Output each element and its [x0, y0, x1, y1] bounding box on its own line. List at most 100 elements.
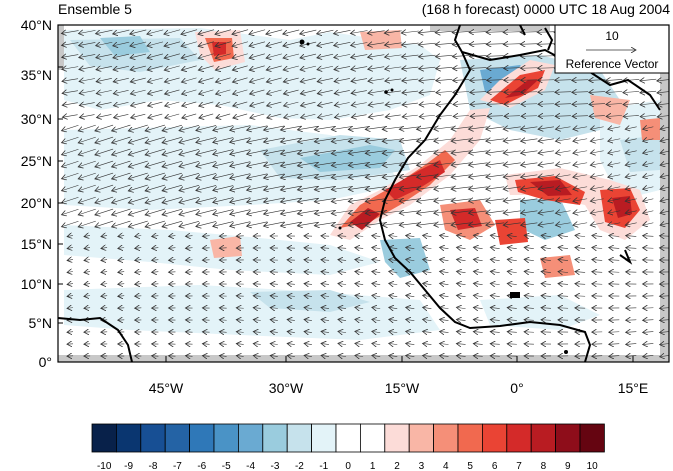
- wind-vector: [643, 163, 654, 165]
- wind-vector: [406, 355, 415, 356]
- wind-vector: [249, 65, 265, 70]
- wind-vector: [113, 78, 129, 82]
- wind-vector: [643, 199, 654, 201]
- wind-vector: [558, 259, 569, 260]
- wind-vector: [470, 80, 487, 81]
- wind-vector: [401, 43, 419, 45]
- wind-vector: [270, 308, 278, 309]
- wind-vector: [419, 115, 435, 116]
- wind-vector: [590, 151, 604, 154]
- colorbar-box: [555, 423, 581, 453]
- wind-vector: [643, 308, 654, 309]
- colorbar-box: [164, 423, 190, 453]
- wind-vector: [62, 67, 79, 70]
- wind-vector: [350, 30, 368, 33]
- missing-region: [58, 25, 64, 70]
- lon-label-30w: 30°W: [269, 380, 304, 396]
- wind-vector: [440, 307, 449, 308]
- wind-vector: [623, 115, 639, 116]
- wind-vector: [490, 235, 500, 236]
- wind-vector: [249, 53, 265, 58]
- wind-vector: [202, 236, 210, 237]
- wind-vector: [575, 296, 586, 297]
- wind-vector: [486, 175, 505, 177]
- wind-vector: [555, 223, 571, 225]
- wind-vector: [267, 114, 282, 118]
- wind-vector: [486, 139, 505, 141]
- wind-vector: [351, 43, 368, 46]
- wind-vector: [67, 235, 73, 236]
- wind-vector: [573, 187, 588, 190]
- wind-vector: [439, 356, 449, 357]
- wind-vector: [538, 211, 555, 213]
- wind-vector: [318, 114, 333, 117]
- lon-label-45w: 45°W: [149, 380, 184, 396]
- wind-vector: [401, 31, 419, 33]
- wind-vector: [660, 187, 669, 189]
- wind-vector: [338, 283, 347, 284]
- colorbar-label: 4: [443, 461, 449, 471]
- wind-vector: [451, 139, 471, 141]
- wind-vector: [181, 77, 197, 82]
- wind-vector: [130, 78, 146, 82]
- wind-vector: [355, 355, 364, 356]
- wind-vector: [338, 295, 347, 296]
- wind-vector: [317, 102, 333, 105]
- wind-vector: [79, 115, 95, 118]
- wind-vector: [555, 92, 572, 93]
- wind-vector: [283, 77, 299, 82]
- wind-vector: [456, 295, 466, 296]
- wind-vector: [402, 91, 419, 93]
- wind-vector: [558, 296, 569, 297]
- wind-vector: [266, 29, 283, 34]
- wind-vector: [300, 66, 316, 70]
- wind-vector: [118, 235, 125, 236]
- wind-vector: [524, 320, 534, 321]
- wind-vector: [660, 223, 669, 225]
- wind-vector: [145, 136, 165, 143]
- wind-vector: [128, 184, 148, 191]
- wind-vector: [520, 44, 538, 45]
- wind-vector: [62, 172, 79, 179]
- colorbar-label: 3: [419, 461, 425, 471]
- wind-vector: [101, 260, 108, 261]
- wind-vector: [355, 343, 364, 344]
- wind-vector: [78, 184, 96, 191]
- wind-vector: [606, 79, 623, 80]
- wind-vector: [253, 296, 261, 297]
- wind-vector: [165, 113, 180, 118]
- wind-vector: [486, 32, 504, 33]
- wind-vector: [660, 163, 669, 165]
- wind-vector: [468, 223, 488, 225]
- wind-vector: [456, 247, 466, 248]
- wind-vector: [355, 271, 364, 272]
- colorbar-label: -2: [295, 461, 304, 471]
- wind-vector: [232, 77, 248, 82]
- wind-vector: [538, 80, 555, 81]
- wind-vector: [321, 248, 330, 249]
- wind-vector: [657, 103, 669, 105]
- wind-vector: [304, 355, 312, 356]
- wind-vector: [368, 115, 384, 117]
- wind-vector: [84, 272, 91, 273]
- wind-vector: [402, 79, 419, 81]
- wind-vector: [486, 223, 505, 225]
- wind-vector: [572, 116, 588, 117]
- wind-vector: [385, 91, 402, 93]
- wind-vector: [198, 53, 214, 58]
- wind-vector: [334, 30, 351, 33]
- wind-vector: [198, 41, 214, 47]
- wind-vector: [287, 272, 295, 273]
- wind-vector: [186, 236, 193, 237]
- wind-vector: [196, 221, 217, 226]
- wind-vector: [97, 114, 112, 117]
- reference-vector-value: 10: [605, 29, 619, 43]
- wind-vector: [490, 271, 500, 272]
- lat-label-20n: 20°N: [21, 195, 52, 211]
- wind-vector: [555, 199, 571, 201]
- wind-vector: [456, 319, 466, 320]
- wind-vector: [372, 307, 381, 308]
- wind-vector: [112, 196, 131, 203]
- wind-vector: [524, 259, 534, 260]
- wind-vector: [389, 355, 398, 356]
